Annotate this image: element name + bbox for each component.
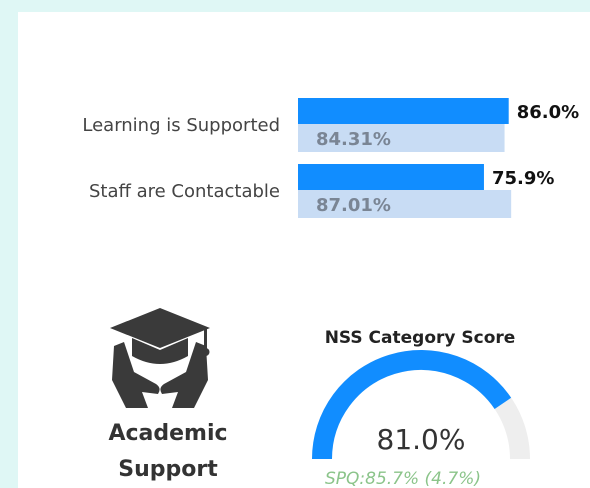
bar (298, 98, 509, 124)
comparison-value-label: 87.01% (316, 195, 391, 216)
category-label: Staff are Contactable (89, 181, 280, 202)
gauge-title: NSS Category Score (325, 328, 516, 348)
bar-value-label: 86.0% (517, 102, 579, 123)
card-label: Support (118, 457, 218, 482)
bar-value-label: 75.9% (492, 168, 554, 189)
comparison-bar (298, 124, 505, 152)
gauge-value-label: 81.0% (377, 423, 466, 456)
card-label: Academic (108, 421, 227, 446)
comparison-bar (298, 190, 512, 218)
category-label: Learning is Supported (82, 115, 280, 136)
gauge-subtitle: SPQ:85.7% (4.7%) (325, 469, 481, 488)
comparison-value-label: 84.31% (316, 129, 391, 150)
gauge-value (312, 350, 512, 460)
bar (298, 164, 484, 190)
academic-icon (110, 308, 210, 408)
